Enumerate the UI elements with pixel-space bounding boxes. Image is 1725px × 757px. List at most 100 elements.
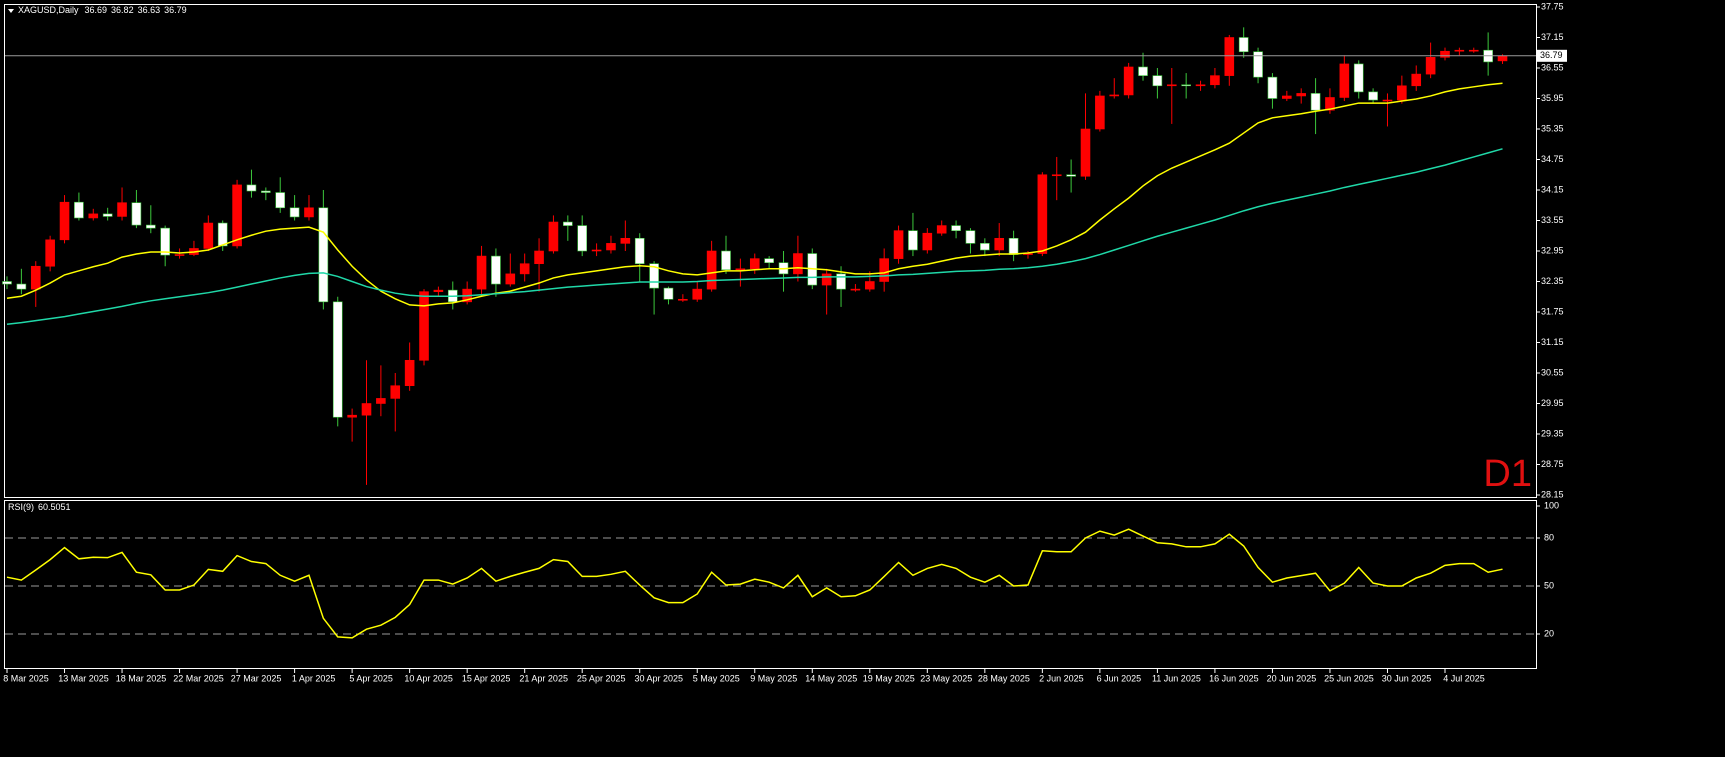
ohlc-low: 36.63 — [138, 5, 161, 15]
candle-body — [678, 298, 688, 301]
symbol-title: XAGUSD,Daily — [18, 5, 79, 15]
ohlc-open: 36.69 — [85, 5, 108, 15]
candle-body — [864, 281, 875, 290]
x-tick-label: 10 Apr 2025 — [404, 673, 453, 683]
rsi-line — [6, 528, 1503, 639]
x-tick-label: 30 Jun 2025 — [1382, 673, 1432, 683]
candle-body — [232, 184, 242, 247]
candle-body — [1425, 57, 1436, 75]
candle-body — [1238, 37, 1249, 53]
candle-body — [45, 239, 55, 267]
candle-body — [376, 398, 386, 404]
candle-body — [563, 221, 573, 226]
candle-body — [1325, 97, 1335, 111]
candle-body — [965, 230, 976, 244]
candle-body — [1152, 75, 1163, 87]
y-tick-label: 33.55 — [1541, 215, 1564, 225]
y-tick-label: 30.55 — [1541, 367, 1564, 377]
candle-body — [332, 301, 343, 418]
x-tick-label: 21 Apr 2025 — [519, 673, 568, 683]
candle-body — [721, 250, 731, 271]
candle-body — [1368, 91, 1378, 101]
candle-body — [419, 291, 429, 361]
x-tick-label: 13 Mar 2025 — [58, 673, 109, 683]
y-tick-label: 28.15 — [1541, 489, 1564, 499]
rsi-label: RSI(9) — [8, 502, 34, 512]
candle-body — [1123, 66, 1134, 96]
candle-body — [1095, 95, 1105, 130]
x-tick-label: 5 Apr 2025 — [349, 673, 393, 683]
candle-body — [1253, 51, 1263, 78]
candle-body — [1210, 75, 1220, 86]
candle-body — [361, 403, 372, 416]
candle-body — [1282, 95, 1292, 99]
y-tick-label: 34.75 — [1541, 154, 1564, 164]
candle-body — [850, 288, 861, 291]
candle-body — [1454, 49, 1465, 52]
y-tick-label: 29.35 — [1541, 428, 1564, 438]
candle-body — [620, 237, 631, 244]
candle-body — [505, 273, 516, 285]
candle-body — [1080, 128, 1091, 177]
candle-body — [1037, 174, 1048, 254]
candle-body — [735, 268, 746, 271]
candle-body — [16, 283, 27, 290]
candle-body — [160, 227, 170, 256]
x-tick-label: 27 Mar 2025 — [231, 673, 282, 683]
candle-body — [433, 289, 444, 292]
x-tick-label: 28 May 2025 — [978, 673, 1030, 683]
candle-body — [692, 288, 703, 300]
candle-body — [246, 184, 257, 192]
candle-body — [577, 225, 588, 252]
candle-body — [59, 201, 70, 241]
candle-body — [1195, 84, 1206, 87]
candle-body — [649, 263, 659, 289]
x-tick-label: 20 Jun 2025 — [1267, 673, 1317, 683]
current-price-label: 36.79 — [1540, 50, 1563, 60]
y-tick-label: 34.15 — [1541, 184, 1564, 194]
rsi-header: RSI(9) 60.5051 — [8, 502, 71, 512]
candle-body — [936, 225, 947, 234]
x-tick-label: 30 Apr 2025 — [634, 673, 683, 683]
candle-body — [117, 202, 127, 217]
candle-body — [1353, 63, 1364, 93]
moving-average-line — [6, 148, 1503, 325]
rsi-current: 60.5051 — [38, 502, 71, 512]
candle-body — [1066, 174, 1076, 177]
candle-body — [994, 237, 1005, 251]
timeframe-label: D1 — [1483, 453, 1532, 495]
candle-body — [74, 201, 84, 219]
candle-body — [1008, 237, 1019, 255]
candle-body — [491, 255, 501, 285]
candle-body — [476, 255, 487, 290]
candle-body — [1382, 99, 1393, 102]
candle-body — [102, 213, 113, 217]
candle-body — [606, 243, 616, 251]
candle-body — [146, 224, 156, 229]
x-tick-label: 2 Jun 2025 — [1039, 673, 1084, 683]
candle-body — [1181, 84, 1191, 87]
rsi-panel-frame — [4, 500, 1537, 669]
y-tick-label: 32.95 — [1541, 245, 1564, 255]
candle-body — [347, 414, 357, 418]
candle-body — [548, 221, 559, 252]
y-tick-label: 35.95 — [1541, 93, 1564, 103]
ohlc-close: 36.79 — [164, 5, 187, 15]
y-tick-label: 37.75 — [1541, 1, 1564, 11]
menu-triangle — [8, 9, 14, 13]
x-tick-label: 19 May 2025 — [863, 673, 915, 683]
candle-body — [1339, 63, 1350, 98]
ohlc-high: 36.82 — [111, 5, 134, 15]
candle-body — [275, 192, 286, 209]
candle-body — [908, 230, 918, 251]
x-tick-label: 18 Mar 2025 — [116, 673, 167, 683]
candle-body — [174, 254, 185, 256]
candle-body — [1166, 84, 1177, 87]
candle-body — [793, 253, 803, 275]
candle-body — [634, 237, 645, 265]
candle-body — [261, 190, 271, 193]
rsi-tick-label: 50 — [1544, 580, 1554, 590]
y-tick-label: 36.55 — [1541, 62, 1564, 72]
